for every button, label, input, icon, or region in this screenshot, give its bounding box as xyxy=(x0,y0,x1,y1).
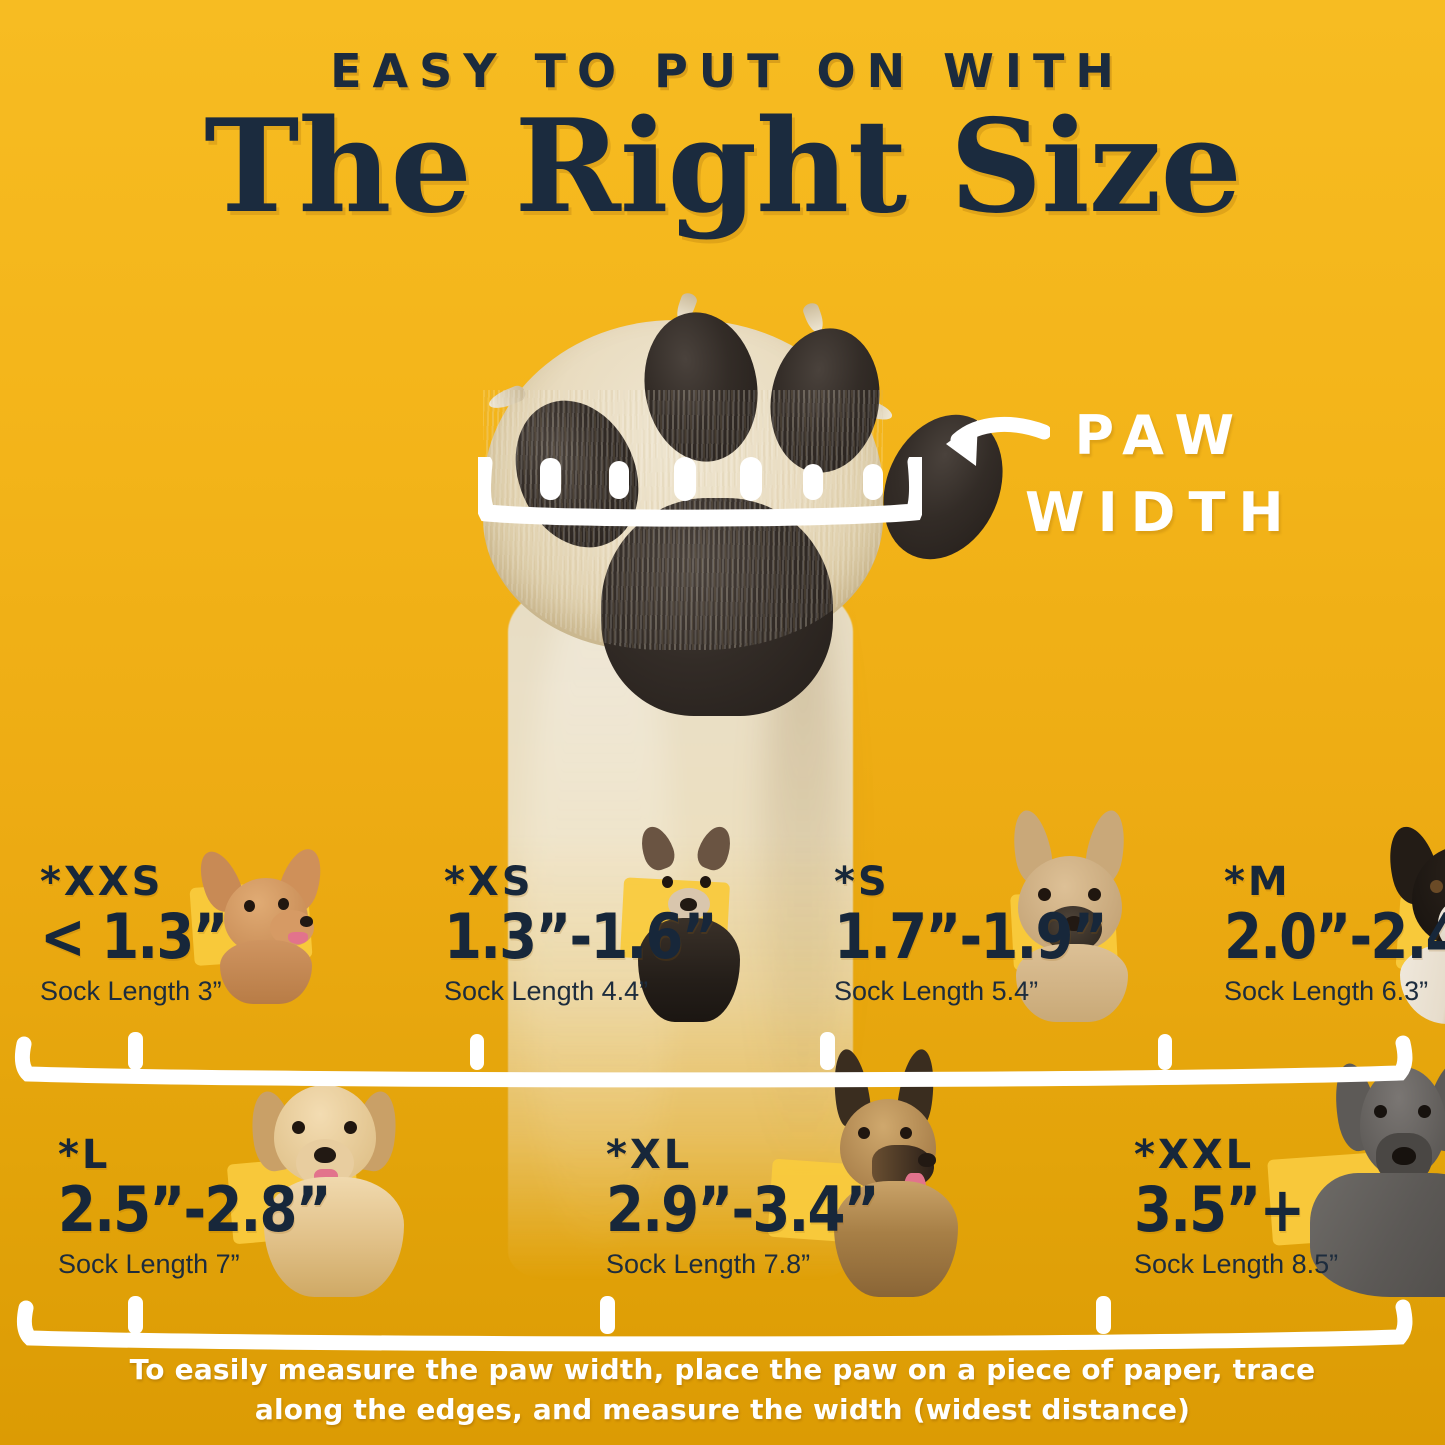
paw-width-measure-bracket xyxy=(473,453,927,535)
footer-line-2: along the edges, and measure the width (… xyxy=(254,1392,1191,1426)
header-block: EASY TO PUT ON WITH The Right Size xyxy=(0,48,1445,236)
dog-photo-french-bulldog xyxy=(990,807,1162,1022)
size-cell-s[interactable]: *S 1.7”-1.9” Sock Length 5.4” xyxy=(804,807,1192,1022)
size-code: *L xyxy=(58,1132,111,1178)
size-cell-m[interactable]: *M 2.0”-2.4” Sock Length 6.3” xyxy=(1192,821,1445,1024)
size-range: 1.3”-1.6” xyxy=(444,900,718,973)
page-title: The Right Size xyxy=(204,92,1242,242)
size-range: 2.0”-2.4” xyxy=(1224,900,1445,973)
size-cell-xxs[interactable]: *XXS < 1.3” Sock Length 3” xyxy=(0,843,412,1022)
size-row-small: *XXS < 1.3” Sock Length 3” *XS 1.3”-1.6” xyxy=(0,807,1445,1024)
size-text-xs: *XS 1.3”-1.6” Sock Length 4.4” xyxy=(444,862,804,1005)
paw-width-callout: PAW WIDTH xyxy=(1025,398,1297,551)
size-range: 1.7”-1.9” xyxy=(834,900,1108,973)
claw-icon xyxy=(486,383,528,413)
size-cell-xs[interactable]: *XS 1.3”-1.6” Sock Length 4.4” xyxy=(412,822,804,1022)
size-text-xl: *XL 2.9”-3.4” Sock Length 7.8” xyxy=(606,1135,1076,1278)
sock-length: Sock Length 6.3” xyxy=(1224,976,1429,1007)
dog-photo-german-shepherd xyxy=(800,1047,990,1297)
callout-line-2: WIDTH xyxy=(1025,480,1297,544)
size-code: *M xyxy=(1224,859,1291,905)
sock-length: Sock Length 5.4” xyxy=(834,976,1039,1007)
dog-photo-great-dane xyxy=(1276,1047,1445,1297)
size-text-l: *L 2.5”-2.8” Sock Length 7” xyxy=(58,1135,548,1278)
eyebrow-text: EASY TO PUT ON WITH xyxy=(330,44,1125,98)
sock-length: Sock Length 7” xyxy=(58,1249,240,1280)
sock-length: Sock Length 3” xyxy=(40,976,222,1007)
dog-photo-yorkshire-terrier xyxy=(616,814,776,1024)
size-text-xxs: *XXS < 1.3” Sock Length 3” xyxy=(40,862,412,1005)
size-text-xxl: *XXL 3.5”+ Sock Length 8.5” xyxy=(1134,1135,1445,1278)
size-row-large: *L 2.5”-2.8” Sock Length 7” *XL 2.9” xyxy=(0,1047,1445,1297)
size-text-m: *M 2.0”-2.4” Sock Length 6.3” xyxy=(1224,862,1445,1005)
sock-length: Sock Length 4.4” xyxy=(444,976,649,1007)
dog-photo-golden-retriever xyxy=(230,1057,440,1297)
size-code: *XL xyxy=(606,1132,693,1178)
size-code: *XXL xyxy=(1134,1132,1255,1178)
size-cell-xxl[interactable]: *XXL 3.5”+ Sock Length 8.5” xyxy=(1076,1060,1445,1297)
dog-photo-bernese-mountain-dog xyxy=(1378,810,1445,1024)
size-scale-bracket-bottom xyxy=(0,1292,1445,1354)
size-code: *S xyxy=(834,859,890,905)
dog-photo-chihuahua xyxy=(191,843,346,1004)
size-range: 2.5”-2.8” xyxy=(58,1173,332,1246)
size-cell-xl[interactable]: *XL 2.9”-3.4” Sock Length 7.8” xyxy=(548,1047,1076,1297)
footer-instructions: To easily measure the paw width, place t… xyxy=(0,1350,1445,1430)
size-range: 3.5”+ xyxy=(1134,1173,1305,1246)
sock-length: Sock Length 8.5” xyxy=(1134,1249,1339,1280)
callout-line-1: PAW xyxy=(1074,404,1248,467)
sock-length: Sock Length 7.8” xyxy=(606,1249,811,1280)
size-range: 2.9”-3.4” xyxy=(606,1173,880,1246)
size-code: *XS xyxy=(444,859,534,905)
metacarpal-pad xyxy=(601,498,833,716)
size-cell-l[interactable]: *L 2.5”-2.8” Sock Length 7” xyxy=(0,1085,548,1297)
paw-width-arrow xyxy=(940,408,1052,503)
size-range: < 1.3” xyxy=(40,900,228,973)
size-scale-bracket-top xyxy=(0,1026,1445,1088)
size-text-s: *S 1.7”-1.9” Sock Length 5.4” xyxy=(834,862,1192,1005)
toe-pad xyxy=(633,304,769,470)
size-code: *XXS xyxy=(40,859,164,905)
footer-line-1: To easily measure the paw width, place t… xyxy=(129,1353,1316,1386)
